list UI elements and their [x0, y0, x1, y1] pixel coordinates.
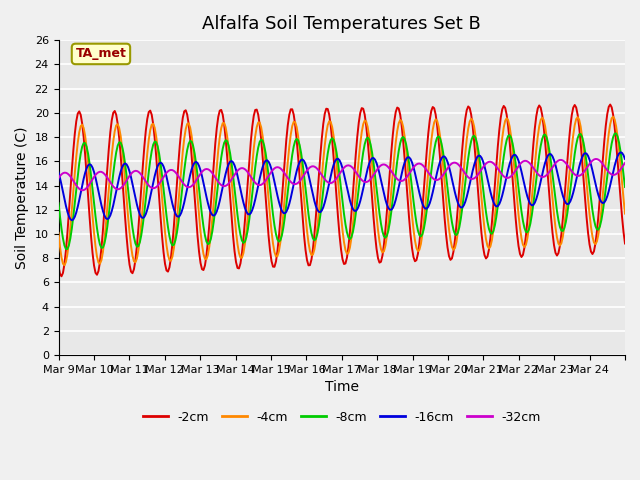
-2cm [620, 229, 627, 235]
-16cm [620, 152, 627, 158]
-8cm [544, 140, 552, 146]
-4cm [460, 167, 468, 172]
-16cm [621, 156, 629, 162]
-2cm [54, 264, 62, 269]
-4cm [76, 130, 83, 135]
Y-axis label: Soil Temperature (C): Soil Temperature (C) [15, 126, 29, 269]
-4cm [348, 235, 355, 241]
Line: -16cm: -16cm [58, 152, 625, 220]
-32cm [621, 160, 629, 166]
-8cm [93, 225, 101, 231]
Line: -32cm: -32cm [58, 159, 625, 190]
-16cm [76, 197, 83, 203]
-4cm [61, 263, 68, 268]
-4cm [93, 254, 101, 260]
-16cm [544, 153, 552, 158]
Text: TA_met: TA_met [76, 48, 126, 60]
-8cm [76, 160, 83, 166]
-8cm [348, 234, 355, 240]
-2cm [621, 240, 629, 246]
-32cm [78, 187, 86, 193]
-32cm [591, 156, 599, 162]
-16cm [460, 203, 468, 208]
-16cm [617, 149, 625, 155]
-32cm [74, 184, 81, 190]
-32cm [348, 164, 355, 169]
-8cm [62, 246, 70, 252]
-8cm [620, 171, 627, 177]
-8cm [460, 193, 468, 199]
Line: -2cm: -2cm [58, 105, 625, 276]
-4cm [620, 196, 627, 202]
-32cm [460, 169, 468, 175]
-2cm [460, 129, 468, 135]
Legend: -2cm, -4cm, -8cm, -16cm, -32cm: -2cm, -4cm, -8cm, -16cm, -32cm [138, 406, 546, 429]
-4cm [609, 114, 617, 120]
Line: -8cm: -8cm [58, 133, 625, 249]
-8cm [54, 200, 62, 206]
-32cm [544, 170, 552, 176]
-2cm [544, 177, 552, 182]
-16cm [54, 169, 62, 175]
-2cm [606, 102, 614, 108]
-2cm [93, 272, 101, 277]
X-axis label: Time: Time [324, 381, 359, 395]
-8cm [612, 131, 620, 136]
-16cm [93, 181, 101, 187]
-16cm [68, 217, 76, 223]
-32cm [620, 162, 627, 168]
-4cm [544, 147, 552, 153]
-2cm [58, 274, 65, 279]
-16cm [348, 203, 355, 208]
-32cm [54, 175, 62, 181]
-4cm [54, 230, 62, 236]
-32cm [93, 170, 101, 176]
Title: Alfalfa Soil Temperatures Set B: Alfalfa Soil Temperatures Set B [202, 15, 481, 33]
Line: -4cm: -4cm [58, 117, 625, 265]
-8cm [621, 184, 629, 190]
-2cm [76, 108, 83, 114]
-2cm [348, 211, 355, 217]
-4cm [621, 211, 629, 216]
